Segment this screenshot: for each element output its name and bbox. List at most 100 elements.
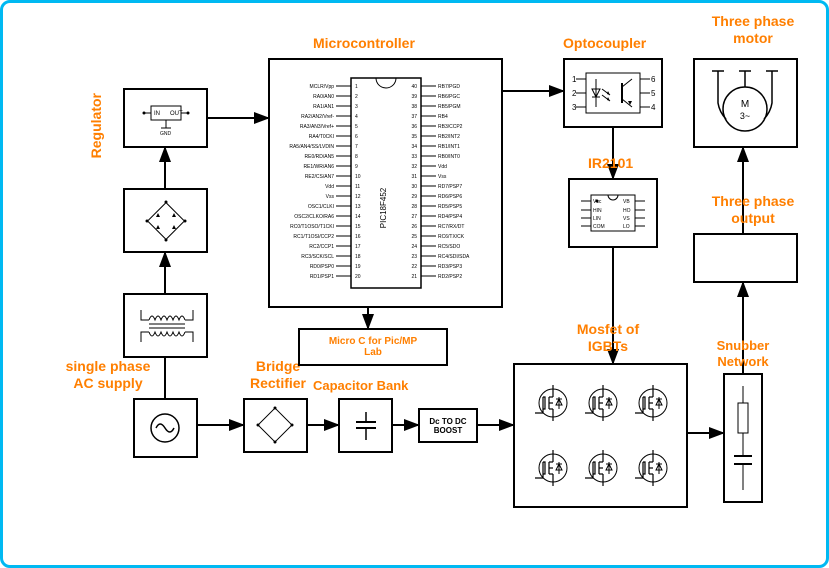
- svg-text:4: 4: [651, 103, 656, 112]
- svg-text:OSC1/CLKI: OSC1/CLKI: [307, 204, 333, 210]
- transformer-icon: [131, 302, 201, 350]
- svg-text:14: 14: [355, 214, 361, 220]
- mcu-chip-name: PIC18F452: [379, 187, 388, 228]
- block-microc-lab: Micro C for Pic/MP Lab: [298, 328, 448, 366]
- svg-text:VS: VS: [623, 216, 630, 222]
- svg-text:24: 24: [411, 244, 417, 250]
- svg-text:34: 34: [411, 144, 417, 150]
- svg-text:23: 23: [411, 254, 417, 260]
- svg-text:IN: IN: [154, 111, 160, 117]
- motor-icon: M 3~: [698, 63, 793, 143]
- svg-text:RB2/INT2: RB2/INT2: [438, 134, 460, 140]
- block-bridge-top: [123, 188, 208, 253]
- svg-text:3: 3: [572, 103, 577, 112]
- svg-text:35: 35: [411, 134, 417, 140]
- block-snubber: [723, 373, 763, 503]
- svg-text:RC5/SDO: RC5/SDO: [438, 244, 460, 250]
- svg-text:1: 1: [355, 84, 358, 90]
- svg-text:Vss: Vss: [325, 194, 334, 200]
- regulator-icon: IN OUT GND: [136, 98, 196, 138]
- label-optocoupler: Optocoupler: [563, 35, 646, 52]
- ac-source-icon: [143, 406, 188, 451]
- svg-text:9: 9: [355, 164, 358, 170]
- svg-text:RD6/PSP6: RD6/PSP6: [438, 194, 462, 200]
- svg-text:RE1/WR/AN6: RE1/WR/AN6: [303, 164, 334, 170]
- svg-text:16: 16: [355, 234, 361, 240]
- svg-text:RD1/PSP1: RD1/PSP1: [309, 274, 333, 280]
- svg-text:RB3/CCP2: RB3/CCP2: [438, 124, 463, 130]
- svg-text:RE0/RD/AN5: RE0/RD/AN5: [304, 154, 334, 160]
- svg-text:RD5/PSP5: RD5/PSP5: [438, 204, 462, 210]
- svg-text:31: 31: [411, 174, 417, 180]
- svg-text:RA1/AN1: RA1/AN1: [313, 104, 334, 110]
- svg-text:2: 2: [355, 94, 358, 100]
- dc-boost-text: Dc TO DC BOOST: [420, 417, 476, 435]
- svg-text:28: 28: [411, 204, 417, 210]
- svg-text:RB6/PGC: RB6/PGC: [438, 94, 460, 100]
- label-mosfet-igbt: Mosfet of IGBTs: [568, 321, 648, 355]
- capacitor-icon: [346, 406, 386, 446]
- label-three-phase-output: Three phase output: [698, 193, 808, 227]
- svg-text:40: 40: [411, 84, 417, 90]
- svg-text:RD3/PSP3: RD3/PSP3: [438, 264, 462, 270]
- svg-text:RB4: RB4: [438, 114, 448, 120]
- svg-text:RA2/AN2/Vref-: RA2/AN2/Vref-: [301, 114, 334, 120]
- svg-text:5: 5: [651, 89, 656, 98]
- svg-text:2: 2: [572, 89, 577, 98]
- svg-text:13: 13: [355, 204, 361, 210]
- svg-text:25: 25: [411, 234, 417, 240]
- svg-text:RC1/T1OSI/CCP2: RC1/T1OSI/CCP2: [293, 234, 334, 240]
- svg-text:39: 39: [411, 94, 417, 100]
- svg-text:19: 19: [355, 264, 361, 270]
- svg-text:OUT: OUT: [170, 111, 183, 117]
- block-three-phase-motor: M 3~: [693, 58, 798, 148]
- svg-text:RA0/AN0: RA0/AN0: [313, 94, 334, 100]
- block-ac-source: [133, 398, 198, 458]
- svg-text:HO: HO: [623, 208, 631, 214]
- svg-text:27: 27: [411, 214, 417, 220]
- svg-text:RB7/PGD: RB7/PGD: [438, 84, 460, 90]
- svg-text:COM: COM: [593, 224, 605, 230]
- svg-text:RC0/T1OSO/T1CKI: RC0/T1OSO/T1CKI: [290, 224, 334, 230]
- svg-text:11: 11: [355, 184, 360, 190]
- label-regulator: Regulator: [88, 93, 108, 158]
- svg-text:RA3/AN3/Vref+: RA3/AN3/Vref+: [299, 124, 333, 130]
- svg-text:RD2/PSP2: RD2/PSP2: [438, 274, 462, 280]
- label-microcontroller: Microcontroller: [313, 35, 415, 52]
- svg-text:29: 29: [411, 194, 417, 200]
- svg-text:RC2/CCP1: RC2/CCP1: [309, 244, 334, 250]
- svg-text:3~: 3~: [740, 111, 750, 121]
- svg-text:32: 32: [411, 164, 417, 170]
- svg-text:5: 5: [355, 124, 358, 130]
- svg-text:RC3/SCK/SCL: RC3/SCK/SCL: [301, 254, 334, 260]
- svg-text:RA4/T0CKI: RA4/T0CKI: [308, 134, 333, 140]
- block-capacitor-bank: [338, 398, 393, 453]
- svg-text:3: 3: [355, 104, 358, 110]
- svg-text:RD7/PSP7: RD7/PSP7: [438, 184, 462, 190]
- svg-text:26: 26: [411, 224, 417, 230]
- diagram-frame: Regulator Microcontroller Optocoupler Th…: [0, 0, 829, 568]
- svg-text:VB: VB: [623, 199, 630, 205]
- svg-text:GND: GND: [160, 131, 172, 137]
- svg-text:LO: LO: [623, 224, 630, 230]
- svg-text:Vdd: Vdd: [325, 184, 334, 190]
- block-ir2101: Vcc HIN LIN COM VB HO VS LO: [568, 178, 658, 248]
- svg-text:RA5/AN4/SS/LVDIN: RA5/AN4/SS/LVDIN: [289, 144, 334, 150]
- svg-text:20: 20: [355, 274, 361, 280]
- block-bridge-rectifier: [243, 398, 308, 453]
- svg-text:M: M: [741, 99, 749, 110]
- svg-text:36: 36: [411, 124, 417, 130]
- svg-text:1: 1: [572, 75, 577, 84]
- svg-text:22: 22: [411, 264, 417, 270]
- svg-text:8: 8: [355, 154, 358, 160]
- svg-text:6: 6: [651, 75, 656, 84]
- ir2101-icon: Vcc HIN LIN COM VB HO VS LO: [573, 183, 653, 243]
- block-regulator: IN OUT GND: [123, 88, 208, 148]
- svg-text:RD4/PSP4: RD4/PSP4: [438, 214, 462, 220]
- svg-text:7: 7: [355, 144, 358, 150]
- igbt-icon: [518, 368, 683, 503]
- svg-text:6: 6: [355, 134, 358, 140]
- svg-text:RE2/CS/AN7: RE2/CS/AN7: [304, 174, 333, 180]
- svg-text:RB0/INT0: RB0/INT0: [438, 154, 460, 160]
- svg-text:RB1/INT1: RB1/INT1: [438, 144, 460, 150]
